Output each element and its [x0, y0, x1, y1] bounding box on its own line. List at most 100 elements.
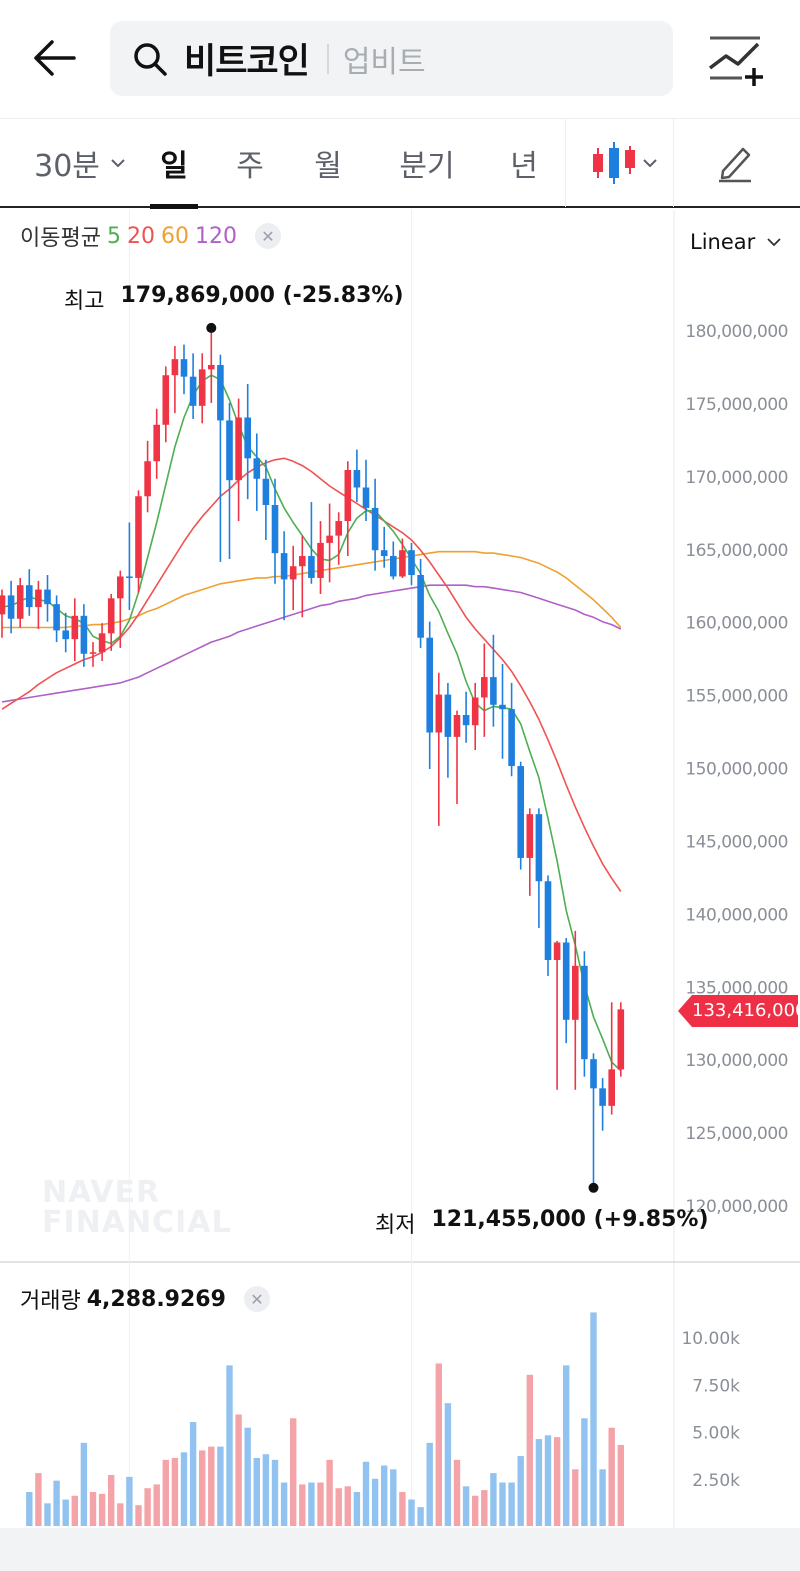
search-icon — [134, 42, 167, 76]
candle — [208, 331, 215, 403]
ma120-line — [1, 584, 622, 703]
close-ma-button[interactable]: ✕ — [254, 223, 281, 249]
candle — [53, 595, 60, 643]
candle — [408, 542, 415, 586]
search-box[interactable]: 비트코인 업비트 — [110, 21, 673, 96]
current-price-badge: 133,416,000 — [678, 995, 800, 1027]
candle — [217, 354, 224, 562]
candle-body — [62, 630, 69, 640]
candle — [344, 461, 352, 557]
period-tabs: 30분 일 주 월 분기 년 — [0, 118, 800, 208]
candle-body — [599, 1088, 606, 1106]
watermark-line-2: FINANCIAL — [42, 1205, 232, 1240]
volume-bar — [180, 1452, 188, 1526]
tab-month[interactable]: 월 — [314, 149, 342, 184]
volume-bar — [217, 1446, 224, 1526]
volume-tick-label: 5.00k — [692, 1424, 740, 1444]
volume-bar — [390, 1469, 397, 1526]
candle-body — [362, 487, 370, 508]
x-axis-bar — [0, 1528, 800, 1571]
scale-label: Linear — [690, 230, 756, 254]
y-tick-label: 120,000,000 — [685, 1197, 788, 1217]
candle-body — [435, 694, 443, 733]
watermark-line-1: NAVER — [42, 1175, 161, 1210]
close-volume-button[interactable]: ✕ — [243, 1286, 270, 1312]
volume-bar — [262, 1454, 270, 1526]
volume-bar — [117, 1503, 124, 1526]
candle — [135, 490, 142, 593]
candle-body — [144, 461, 151, 497]
candle-body — [299, 556, 306, 567]
candle-body — [490, 677, 497, 705]
volume-bar — [62, 1499, 69, 1526]
price-chart[interactable]: 10월11월180,000,000175,000,000170,000,0001… — [0, 210, 800, 1571]
volume-bar — [290, 1418, 297, 1526]
volume-bar — [98, 1493, 106, 1526]
candle-body — [244, 417, 251, 459]
candle-body — [481, 677, 488, 698]
volume-bar — [453, 1459, 461, 1526]
volume-bar — [80, 1442, 88, 1526]
candle — [335, 512, 342, 565]
candle — [89, 642, 97, 667]
tab-interval[interactable]: 30분 — [30, 119, 130, 207]
volume-bar — [590, 1312, 597, 1526]
volume-bar — [499, 1482, 506, 1526]
candle-body — [226, 420, 233, 481]
tab-year[interactable]: 년 — [510, 149, 538, 184]
candle-body — [289, 566, 297, 580]
candle-body — [253, 458, 261, 479]
draw-tool-button[interactable] — [700, 119, 770, 207]
chevron-down-icon — [643, 159, 657, 168]
back-button[interactable] — [22, 26, 86, 90]
scale-select[interactable]: Linear — [690, 230, 781, 254]
candle — [44, 575, 51, 622]
candle-body — [208, 365, 215, 370]
volume-bar — [199, 1450, 206, 1526]
candle-body — [35, 589, 42, 608]
candle — [453, 710, 461, 804]
tab-divider — [673, 119, 674, 207]
candle-body — [235, 417, 242, 481]
ma-period-60: 60 — [160, 223, 189, 249]
volume-bar — [208, 1446, 215, 1526]
search-header: 비트코인 업비트 — [0, 0, 800, 118]
volume-bar — [563, 1365, 570, 1526]
compare-add-button[interactable] — [706, 32, 768, 88]
candle-body — [180, 359, 188, 377]
candle-body — [217, 365, 224, 421]
tab-quarter[interactable]: 분기 — [399, 149, 455, 184]
candle — [371, 478, 379, 571]
tab-day[interactable]: 일 — [148, 119, 200, 207]
chart-type-select[interactable] — [585, 119, 665, 207]
candle — [544, 875, 552, 977]
candle-body — [171, 359, 179, 376]
volume-bar — [399, 1491, 406, 1526]
candle-body — [371, 507, 379, 551]
candle — [553, 941, 561, 1090]
tab-interval-label: 30분 — [34, 149, 100, 184]
candle — [162, 366, 170, 443]
volume-bar — [617, 1444, 624, 1526]
candle-body — [544, 881, 552, 960]
candle-body — [562, 942, 570, 1020]
candle-body — [98, 633, 106, 653]
candle-body — [107, 598, 115, 634]
chart-area[interactable]: 10월11월180,000,000175,000,000170,000,0001… — [0, 210, 800, 1571]
ma-period-20: 20 — [126, 223, 155, 249]
candle — [98, 623, 106, 662]
ma-legend-label: 이동평균 — [20, 226, 101, 251]
candle-body — [153, 424, 160, 462]
candle-body — [135, 496, 142, 578]
volume-tick-label: 2.50k — [692, 1471, 740, 1491]
y-tick-label: 155,000,000 — [685, 687, 788, 707]
volume-bar — [35, 1473, 42, 1526]
candle-body — [499, 704, 506, 710]
tab-week[interactable]: 주 — [236, 149, 264, 184]
watermark-logo: NAVER FINANCIAL — [42, 1178, 232, 1238]
candle-body — [7, 595, 15, 619]
y-tick-label: 180,000,000 — [685, 322, 788, 342]
candle-body — [53, 604, 60, 631]
volume-bar — [572, 1469, 579, 1526]
volume-bar — [508, 1482, 515, 1526]
